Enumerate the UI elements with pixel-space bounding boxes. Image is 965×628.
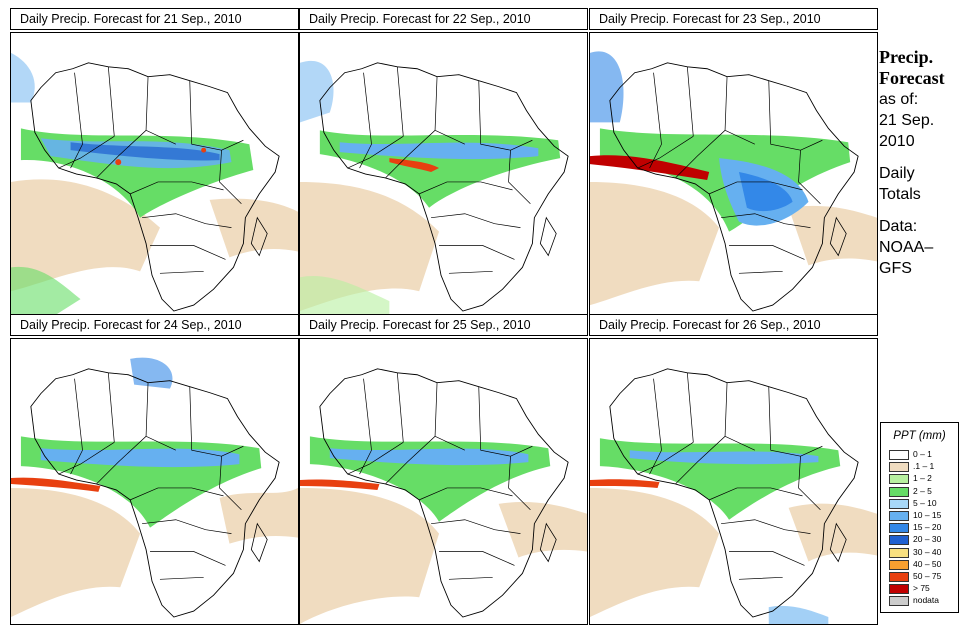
precip-map — [589, 338, 878, 625]
legend-item: .1 – 1 — [889, 461, 957, 473]
data-source-2: GFS — [879, 260, 912, 277]
legend-item: 20 – 30 — [889, 534, 957, 546]
totals-label-2: Totals — [879, 186, 921, 203]
legend-label: .1 – 1 — [913, 461, 935, 472]
heading-precip: Precip. — [879, 47, 934, 67]
legend-item: 15 – 20 — [889, 522, 957, 534]
legend-swatch — [889, 584, 909, 595]
legend-swatch — [889, 535, 909, 546]
legend-item: 50 – 75 — [889, 571, 957, 583]
legend-label: 2 – 5 — [913, 485, 932, 496]
legend-item: 10 – 15 — [889, 510, 957, 522]
legend-swatch — [889, 474, 909, 485]
data-label: Data: — [879, 218, 918, 235]
panel-title: Daily Precip. Forecast for 26 Sep., 2010 — [589, 314, 878, 336]
legend-swatch — [889, 559, 909, 570]
legend-item: 5 – 10 — [889, 497, 957, 510]
totals-label-1: Daily — [879, 165, 915, 182]
panel-title: Daily Precip. Forecast for 22 Sep., 2010 — [299, 8, 588, 30]
legend-swatch — [889, 462, 909, 473]
legend-item: nodata — [889, 595, 957, 607]
asof-label: as of: — [879, 91, 919, 108]
panel-title: Daily Precip. Forecast for 25 Sep., 2010 — [299, 314, 588, 336]
precip-map — [10, 32, 299, 319]
asof-date: 21 Sep. — [879, 112, 935, 129]
forecast-info: Precip. Forecast as of: 21 Sep. 2010 Dai… — [879, 47, 963, 279]
legend-item: 1 – 2 — [889, 473, 957, 485]
legend-label: 50 – 75 — [913, 571, 942, 581]
legend-label: > 75 — [913, 583, 930, 594]
legend-label: 15 – 20 — [913, 522, 942, 533]
panel-title: Daily Precip. Forecast for 23 Sep., 2010 — [589, 8, 878, 30]
legend-item: 0 – 1 — [889, 449, 957, 461]
legend-item: 2 – 5 — [889, 485, 957, 498]
legend-swatch — [889, 547, 909, 558]
precip-map — [299, 338, 588, 625]
legend-label: 20 – 30 — [913, 534, 942, 545]
legend-item: > 75 — [889, 583, 957, 595]
legend-swatch — [889, 486, 909, 497]
heading-forecast: Forecast — [879, 68, 945, 88]
legend-label: 30 – 40 — [913, 546, 942, 557]
panel-title: Daily Precip. Forecast for 24 Sep., 2010 — [10, 314, 299, 336]
legend-swatch — [889, 596, 909, 607]
legend-swatch — [889, 572, 909, 582]
legend-label: 5 – 10 — [913, 497, 937, 508]
legend-item: 40 – 50 — [889, 558, 957, 571]
legend-swatch — [889, 511, 909, 521]
legend-swatch — [889, 523, 909, 534]
precip-map — [10, 338, 299, 625]
legend-swatch — [889, 450, 909, 460]
legend-label: 10 – 15 — [913, 510, 942, 520]
precip-map — [589, 32, 878, 319]
legend-title: PPT (mm) — [893, 430, 946, 442]
legend-label: 0 – 1 — [913, 449, 932, 459]
legend-label: 40 – 50 — [913, 558, 942, 569]
legend-item: 30 – 40 — [889, 546, 957, 559]
legend-label: nodata — [913, 595, 939, 606]
precip-map — [299, 32, 588, 319]
legend-swatch — [889, 498, 909, 509]
data-source-1: NOAA– — [879, 239, 934, 256]
panel-title: Daily Precip. Forecast for 21 Sep., 2010 — [10, 8, 299, 30]
asof-year: 2010 — [879, 133, 915, 150]
legend-label: 1 – 2 — [913, 473, 932, 484]
